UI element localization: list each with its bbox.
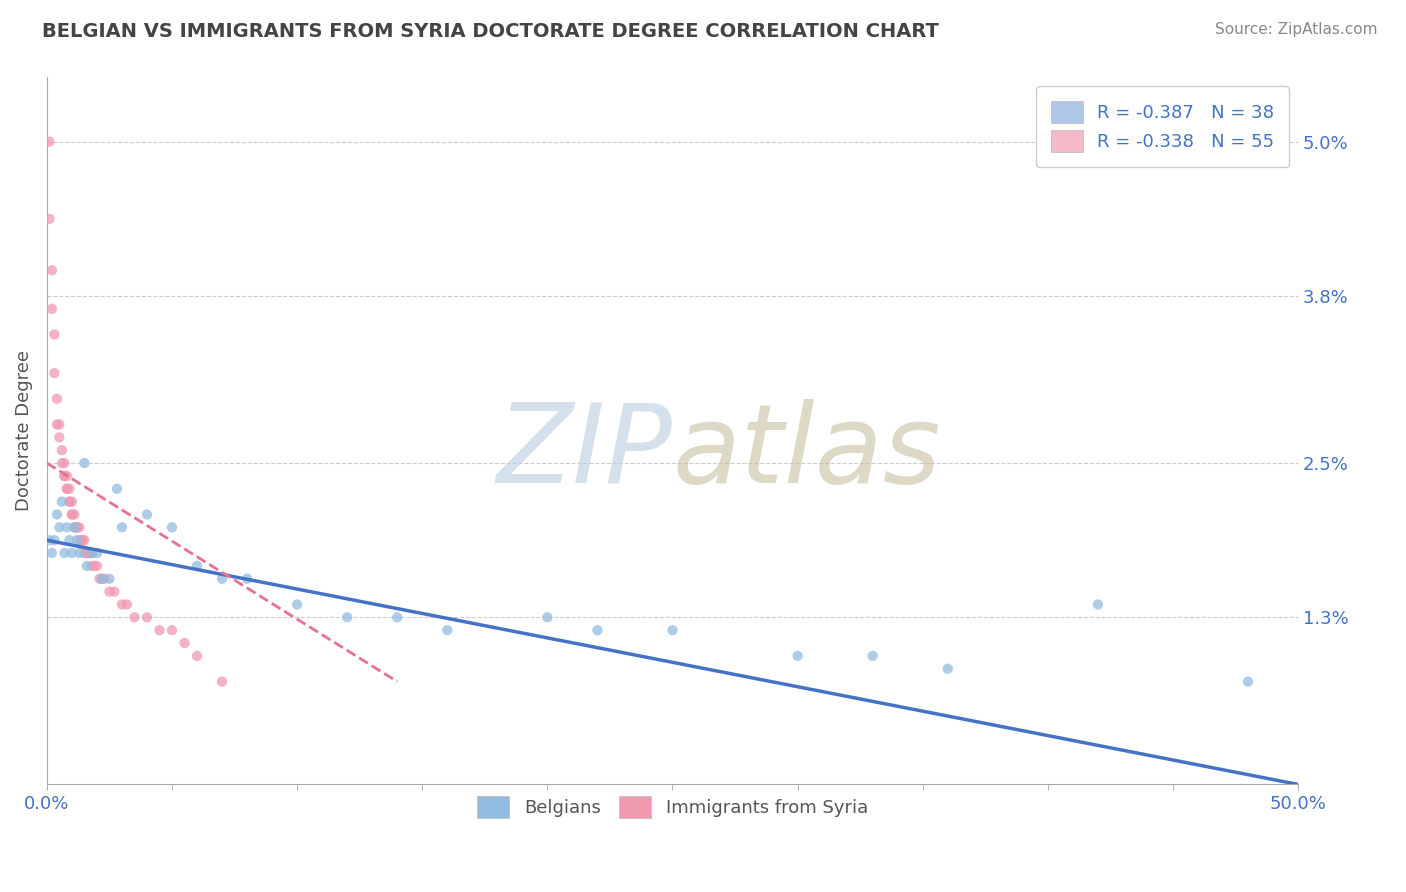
Point <box>661 623 683 637</box>
Point <box>387 610 409 624</box>
Text: atlas: atlas <box>672 399 941 506</box>
Point <box>148 623 170 637</box>
Point <box>786 648 808 663</box>
Point <box>93 572 115 586</box>
Point <box>103 584 125 599</box>
Point <box>586 623 609 637</box>
Legend: Belgians, Immigrants from Syria: Belgians, Immigrants from Syria <box>470 789 876 825</box>
Point <box>48 430 70 444</box>
Point <box>336 610 359 624</box>
Point <box>536 610 558 624</box>
Point <box>41 301 63 316</box>
Point <box>53 546 76 560</box>
Point <box>58 533 80 548</box>
Point <box>56 482 79 496</box>
Point <box>38 533 60 548</box>
Point <box>41 546 63 560</box>
Point <box>73 546 96 560</box>
Point <box>83 558 105 573</box>
Point <box>58 482 80 496</box>
Point <box>236 572 259 586</box>
Point <box>63 520 86 534</box>
Point <box>76 546 98 560</box>
Point <box>53 469 76 483</box>
Point <box>86 558 108 573</box>
Point <box>67 546 90 560</box>
Point <box>98 572 121 586</box>
Point <box>73 456 96 470</box>
Point <box>38 211 60 226</box>
Point <box>51 456 73 470</box>
Point <box>1087 598 1109 612</box>
Point <box>70 533 93 548</box>
Point <box>160 623 183 637</box>
Point <box>44 366 66 380</box>
Point <box>160 520 183 534</box>
Point <box>44 533 66 548</box>
Point <box>60 494 83 508</box>
Point <box>66 533 89 548</box>
Text: BELGIAN VS IMMIGRANTS FROM SYRIA DOCTORATE DEGREE CORRELATION CHART: BELGIAN VS IMMIGRANTS FROM SYRIA DOCTORA… <box>42 22 939 41</box>
Point <box>45 417 67 432</box>
Point <box>66 520 89 534</box>
Point <box>862 648 884 663</box>
Point <box>38 135 60 149</box>
Point <box>80 546 103 560</box>
Point <box>60 508 83 522</box>
Point <box>66 520 89 534</box>
Y-axis label: Doctorate Degree: Doctorate Degree <box>15 351 32 511</box>
Point <box>98 584 121 599</box>
Point <box>60 508 83 522</box>
Point <box>48 417 70 432</box>
Point <box>44 327 66 342</box>
Point <box>124 610 146 624</box>
Point <box>91 572 114 586</box>
Text: Source: ZipAtlas.com: Source: ZipAtlas.com <box>1215 22 1378 37</box>
Point <box>53 456 76 470</box>
Point <box>91 572 114 586</box>
Point <box>173 636 195 650</box>
Point <box>79 546 101 560</box>
Point <box>211 674 233 689</box>
Point <box>211 572 233 586</box>
Text: ZIP: ZIP <box>496 399 672 506</box>
Point <box>51 443 73 458</box>
Point <box>56 469 79 483</box>
Point <box>89 572 111 586</box>
Point <box>111 598 134 612</box>
Point <box>436 623 458 637</box>
Point <box>80 546 103 560</box>
Point <box>53 469 76 483</box>
Point <box>48 520 70 534</box>
Point <box>41 263 63 277</box>
Point <box>63 520 86 534</box>
Point <box>63 508 86 522</box>
Point <box>105 482 128 496</box>
Point <box>80 558 103 573</box>
Point <box>111 520 134 534</box>
Point <box>56 482 79 496</box>
Point <box>136 610 159 624</box>
Point <box>186 648 208 663</box>
Point <box>56 520 79 534</box>
Point <box>76 558 98 573</box>
Point <box>936 662 959 676</box>
Point <box>45 508 67 522</box>
Point <box>67 520 90 534</box>
Point <box>58 494 80 508</box>
Point <box>186 558 208 573</box>
Point <box>67 533 90 548</box>
Point <box>1237 674 1260 689</box>
Point <box>115 598 138 612</box>
Point <box>70 533 93 548</box>
Point <box>58 494 80 508</box>
Point <box>285 598 308 612</box>
Point <box>73 533 96 548</box>
Point <box>86 546 108 560</box>
Point <box>45 392 67 406</box>
Point <box>51 494 73 508</box>
Point <box>136 508 159 522</box>
Point <box>76 546 98 560</box>
Point <box>60 546 83 560</box>
